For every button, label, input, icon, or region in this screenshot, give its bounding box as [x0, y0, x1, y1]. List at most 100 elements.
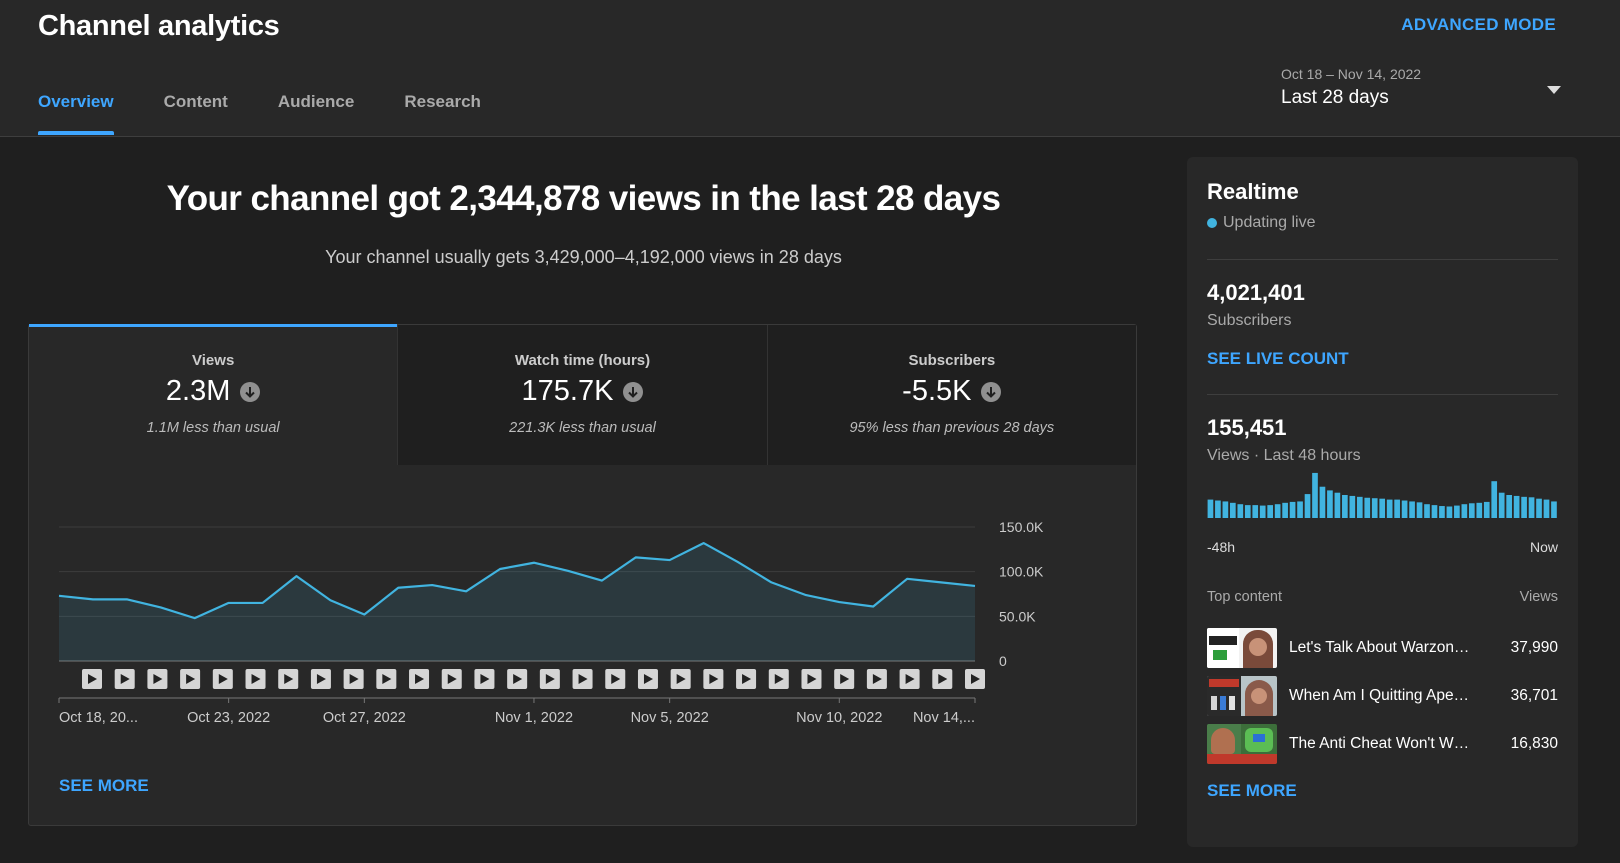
mini-chart-bar	[1543, 499, 1550, 518]
metric-tab-views[interactable]: Views 2.3M 1.1M less than usual	[29, 324, 399, 465]
top-content-row[interactable]: When Am I Quitting Ape… 36,701	[1207, 676, 1558, 716]
data-point	[193, 616, 197, 620]
mini-chart-bar	[1319, 486, 1326, 518]
play-icon	[120, 674, 130, 684]
arrow-down-icon	[981, 381, 1002, 402]
data-point	[871, 605, 875, 609]
play-icon	[480, 674, 490, 684]
top-content-row[interactable]: The Anti Cheat Won't W… 16,830	[1207, 724, 1558, 764]
play-icon	[643, 674, 653, 684]
data-point	[532, 561, 536, 565]
date-range-picker[interactable]: Oct 18 – Nov 14, 2022 Last 28 days	[1281, 66, 1561, 109]
x-tick-label: Nov 5, 2022	[631, 710, 709, 726]
data-point	[159, 605, 163, 609]
metric-label: Views	[192, 352, 235, 369]
data-point	[328, 598, 332, 602]
play-icon	[709, 674, 719, 684]
video-thumbnail	[1207, 676, 1277, 716]
tab-content[interactable]: Content	[163, 92, 228, 111]
x-tick-label: Oct 18, 20...	[59, 710, 138, 726]
data-point	[668, 558, 672, 562]
mini-chart-bar	[1252, 505, 1259, 518]
mini-chart-bar	[1312, 472, 1318, 518]
play-icon	[284, 674, 294, 684]
play-icon	[807, 674, 817, 684]
mini-axis-start: -48h	[1207, 539, 1236, 555]
mini-chart-bar	[1304, 494, 1311, 518]
mini-chart-bar	[1424, 504, 1430, 518]
mini-chart-bar	[1230, 502, 1236, 518]
arrow-down-icon	[240, 381, 261, 402]
mini-chart-bar	[1431, 505, 1438, 518]
mini-chart-bar	[1446, 506, 1453, 518]
divider	[1207, 259, 1558, 260]
live-dot-icon	[1207, 218, 1217, 228]
play-icon	[447, 674, 457, 684]
subscriber-count: 4,021,401	[1207, 280, 1305, 305]
realtime-sidebar: Realtime Updating live 4,021,401 Subscri…	[1167, 137, 1620, 863]
mini-chart-bar	[1349, 495, 1356, 518]
top-views-label: Views	[1519, 589, 1558, 605]
mini-chart-bar	[1342, 495, 1348, 518]
realtime-views-label: Views · Last 48 hours	[1207, 447, 1361, 464]
data-point	[566, 569, 570, 573]
play-icon	[316, 674, 326, 684]
metrics-card: Views 2.3M 1.1M less than usual Watch ti…	[28, 324, 1137, 826]
mini-chart-bar	[1491, 481, 1498, 518]
metric-value: 2.3M	[165, 375, 231, 407]
data-point	[362, 613, 366, 617]
data-point	[430, 583, 434, 587]
mini-chart-bar	[1394, 499, 1400, 518]
x-tick-label: Oct 27, 2022	[323, 710, 406, 726]
metric-value-row: 175.7K	[398, 375, 766, 408]
x-tick-label: Oct 23, 2022	[187, 710, 270, 726]
mini-chart-bar	[1521, 496, 1527, 518]
realtime-views-count: 155,451	[1207, 415, 1287, 440]
metric-note: 221.3K less than usual	[509, 420, 656, 436]
top-content-see-more-button[interactable]: SEE MORE	[1207, 781, 1297, 800]
mini-chart-bar	[1244, 505, 1251, 518]
mini-chart-bar	[1506, 495, 1512, 518]
data-point	[91, 597, 95, 601]
mini-chart-bar	[1409, 501, 1415, 518]
y-tick-label: 0	[999, 653, 1007, 669]
subscriber-label: Subscribers	[1207, 312, 1292, 329]
play-icon	[153, 674, 163, 684]
play-icon	[545, 674, 555, 684]
data-point	[837, 600, 841, 604]
mini-chart-bar	[1468, 503, 1475, 518]
metric-tab-watch-time[interactable]: Watch time (hours) 175.7K 221.3K less th…	[398, 325, 768, 465]
data-point	[498, 567, 502, 571]
tab-overview[interactable]: Overview	[38, 92, 114, 135]
data-point	[803, 593, 807, 597]
series-area	[59, 543, 975, 661]
see-live-count-button[interactable]: SEE LIVE COUNT	[1207, 349, 1349, 368]
see-more-button[interactable]: SEE MORE	[59, 776, 149, 795]
data-point	[294, 574, 298, 578]
video-views: 36,701	[1510, 687, 1558, 704]
top-content-label: Top content	[1207, 589, 1282, 605]
data-point	[973, 584, 977, 588]
data-point	[125, 597, 129, 601]
mini-chart-bar	[1259, 505, 1266, 518]
metric-note: 95% less than previous 28 days	[849, 420, 1055, 436]
tab-audience[interactable]: Audience	[277, 92, 355, 111]
mini-chart-bar	[1327, 490, 1333, 518]
metric-tab-subscribers[interactable]: Subscribers -5.5K 95% less than previous…	[767, 325, 1136, 465]
play-icon	[742, 674, 752, 684]
data-point	[57, 594, 61, 598]
data-point	[905, 577, 909, 581]
live-status: Updating live	[1207, 214, 1316, 232]
video-thumbnail	[1207, 724, 1277, 764]
realtime-views-chart	[1207, 472, 1557, 518]
mini-chart-bar	[1237, 504, 1244, 518]
x-tick-label: Nov 10, 2022	[796, 710, 882, 726]
header: Channel analytics ADVANCED MODE Overview…	[0, 0, 1620, 137]
advanced-mode-button[interactable]: ADVANCED MODE	[1401, 15, 1556, 34]
metric-value-row: 2.3M	[29, 375, 397, 408]
data-point	[702, 541, 706, 545]
live-status-text: Updating live	[1223, 214, 1316, 231]
tab-research[interactable]: Research	[404, 92, 481, 111]
top-content-row[interactable]: Let's Talk About Warzon… 37,990	[1207, 628, 1558, 668]
mini-chart-bar	[1483, 501, 1490, 518]
